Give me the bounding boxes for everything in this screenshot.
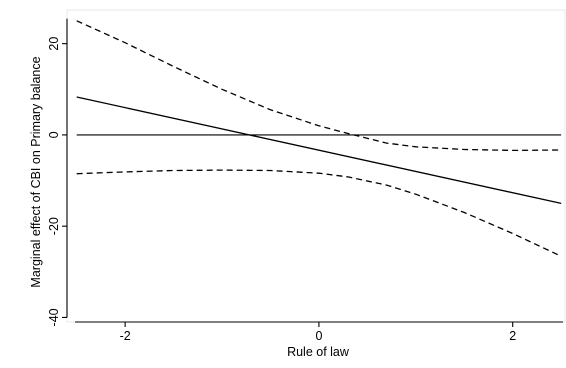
y-axis-label: Marginal effect of CBI on Primary balanc… [29,56,43,287]
upper-confidence-bound-line [76,20,562,152]
series-layer [76,20,562,257]
x-axis-label: Rule of law [287,345,350,359]
lower-confidence-bound-line [76,169,562,257]
x-tick-label: 0 [315,329,322,343]
y-tick-label: -40 [47,308,61,326]
y-tick-label: -20 [47,217,61,235]
y-tick-label: 0 [47,131,61,138]
axes: 200-20-40-2 0 2 [47,18,563,343]
marginal-effect-line [76,96,562,205]
x-tick-label: -2 [120,329,131,343]
y-tick-label: 20 [47,37,61,51]
x-tick-label: 2 [509,329,516,343]
